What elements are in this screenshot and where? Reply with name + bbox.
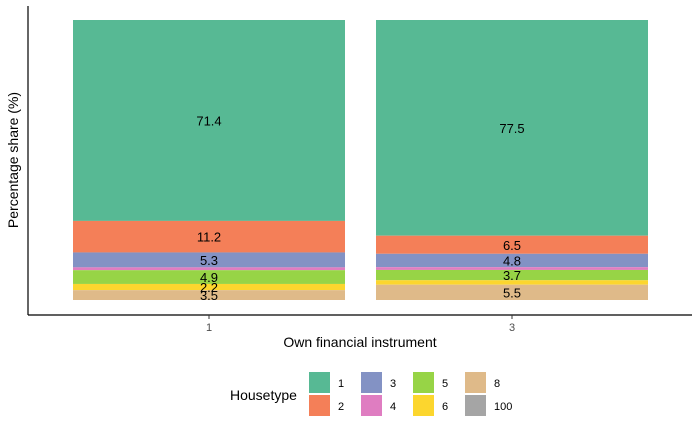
data-label-1-housetype-8: 3.5 xyxy=(200,288,218,303)
bar-segment-1-housetype-4 xyxy=(73,267,345,271)
data-label-1-housetype-3: 5.3 xyxy=(200,253,218,268)
bar-segment-3-housetype-6 xyxy=(376,280,648,285)
legend-key-6 xyxy=(413,395,434,416)
legend-key-5 xyxy=(413,372,434,393)
data-label-3-housetype-3: 4.8 xyxy=(503,253,521,268)
data-label-1-housetype-1: 71.4 xyxy=(196,113,221,128)
legend-label-4: 4 xyxy=(390,401,396,413)
bar-segment-3-housetype-4 xyxy=(376,267,648,270)
data-label-3-housetype-1: 77.5 xyxy=(499,121,524,136)
segment-labels-layer: 71.4 11.2 5.3 4.92.23.5 77.5 6.54.83.7 5.5 xyxy=(196,113,524,303)
data-label-3-housetype-8: 5.5 xyxy=(503,285,521,300)
legend-key-1 xyxy=(309,372,330,393)
legend-label-1: 1 xyxy=(338,378,344,390)
legend-label-8: 8 xyxy=(494,378,500,390)
legend-key-3 xyxy=(361,372,382,393)
bar-segment-3-housetype-2 xyxy=(376,235,648,254)
legend-label-6: 6 xyxy=(442,401,448,413)
legend-key-8 xyxy=(465,372,486,393)
bar-segment-1-housetype-1 xyxy=(73,20,345,221)
bar-segment-3-housetype-5 xyxy=(376,269,648,281)
bar-segment-1-housetype-3 xyxy=(73,252,345,268)
data-label-1-housetype-2: 11.2 xyxy=(197,230,221,245)
bars-layer xyxy=(73,20,648,300)
x-axis-title: Own financial instrument xyxy=(283,334,436,350)
bar-segment-3-housetype-8 xyxy=(376,284,648,300)
legend-label-2: 2 xyxy=(338,401,344,413)
bar-segment-3-housetype-1 xyxy=(376,20,648,236)
data-label-1-housetype-6: 2.2 xyxy=(200,280,218,295)
legend-label-100: 100 xyxy=(494,401,512,413)
bar-segment-1-housetype-8 xyxy=(73,290,345,300)
legend-label-3: 3 xyxy=(390,378,396,390)
bar-segment-1-housetype-2 xyxy=(73,220,345,253)
legend-key-100 xyxy=(465,395,486,416)
legend-key-4 xyxy=(361,395,382,416)
legend-label-5: 5 xyxy=(442,378,448,390)
legend: Housetype 1 2 3 4 5 6 8 100 xyxy=(230,372,512,416)
legend-key-2 xyxy=(309,395,330,416)
x-tick-label-3: 3 xyxy=(509,322,515,334)
y-axis-title: Percentage share (%) xyxy=(5,92,21,228)
legend-title: Housetype xyxy=(230,387,297,403)
data-label-3-housetype-2: 6.5 xyxy=(503,238,521,253)
bar-segment-1-housetype-6 xyxy=(73,283,345,291)
data-label-3-housetype-5: 3.7 xyxy=(503,268,521,283)
x-tick-label-1: 1 xyxy=(206,322,212,334)
bar-segment-1-housetype-5 xyxy=(73,270,345,284)
data-label-1-housetype-5: 4.9 xyxy=(200,270,218,285)
bar-segment-3-housetype-3 xyxy=(376,253,648,268)
